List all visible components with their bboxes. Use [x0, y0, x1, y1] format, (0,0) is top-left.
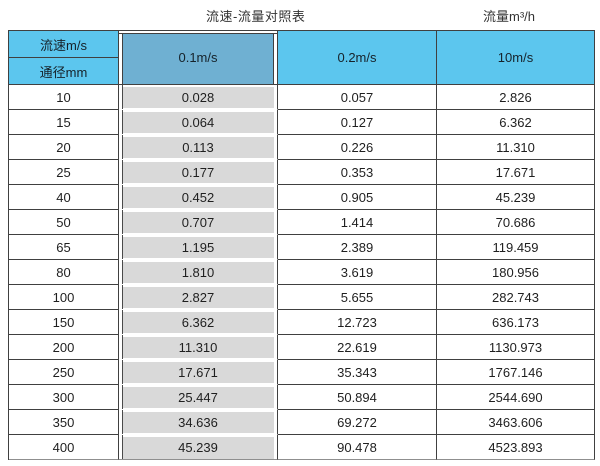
table-row: 10 0.028 0.057 2.826: [9, 85, 595, 110]
flow-value-cell-0-1ms: 1.195: [119, 235, 278, 260]
flow-value-cell-10ms: 282.743: [437, 285, 595, 310]
table-row: 200 11.310 22.619 1130.973: [9, 335, 595, 360]
table-row: 15 0.064 0.127 6.362: [9, 110, 595, 135]
flow-value-cell-0-2ms: 69.272: [278, 410, 437, 435]
flow-value-cell-0-2ms: 0.057: [278, 85, 437, 110]
table-row: 50 0.707 1.414 70.686: [9, 210, 595, 235]
table-row: 250 17.671 35.343 1767.146: [9, 360, 595, 385]
table-row: 80 1.810 3.619 180.956: [9, 260, 595, 285]
flow-rate-table: 流速m/s 0.1m/s 0.2m/s 10m/s 通径mm 10 0.028 0.…: [8, 30, 595, 460]
flow-value-cell-10ms: 11.310: [437, 135, 595, 160]
diameter-cell: 150: [9, 310, 119, 335]
flow-value-cell-10ms: 636.173: [437, 310, 595, 335]
table-row: 65 1.195 2.389 119.459: [9, 235, 595, 260]
flow-value-cell-0-2ms: 5.655: [278, 285, 437, 310]
column-header-0-1ms: 0.1m/s: [119, 31, 278, 85]
diameter-cell: 20: [9, 135, 119, 160]
flow-value-cell-0-1ms: 0.064: [119, 110, 278, 135]
flow-value-cell-0-2ms: 0.127: [278, 110, 437, 135]
flow-value-cell-10ms: 180.956: [437, 260, 595, 285]
flow-value-cell-0-2ms: 12.723: [278, 310, 437, 335]
table-row: 20 0.113 0.226 11.310: [9, 135, 595, 160]
table-row: 100 2.827 5.655 282.743: [9, 285, 595, 310]
flow-value-cell-0-1ms: 34.636: [119, 410, 278, 435]
flow-value-cell-10ms: 45.239: [437, 185, 595, 210]
flow-value-cell-0-1ms: 0.028: [119, 85, 278, 110]
flow-value-cell-10ms: 119.459: [437, 235, 595, 260]
flow-value-cell-10ms: 1767.146: [437, 360, 595, 385]
flow-value-cell-10ms: 2544.690: [437, 385, 595, 410]
flow-value-cell-0-2ms: 50.894: [278, 385, 437, 410]
flow-value-cell-0-1ms: 6.362: [119, 310, 278, 335]
diameter-cell: 15: [9, 110, 119, 135]
flow-value-cell-0-1ms: 45.239: [119, 435, 278, 460]
flow-value-cell-0-2ms: 2.389: [278, 235, 437, 260]
diameter-cell: 65: [9, 235, 119, 260]
table-row: 350 34.636 69.272 3463.606: [9, 410, 595, 435]
flow-unit-label: 流量m³/h: [483, 9, 536, 24]
diameter-cell: 100: [9, 285, 119, 310]
flow-value-cell-10ms: 4523.893: [437, 435, 595, 460]
diameter-cell: 25: [9, 160, 119, 185]
header-row-bottom: 通径mm: [9, 58, 595, 85]
diameter-cell: 40: [9, 185, 119, 210]
flow-value-cell-0-2ms: 3.619: [278, 260, 437, 285]
flow-value-cell-10ms: 70.686: [437, 210, 595, 235]
flow-value-cell-10ms: 17.671: [437, 160, 595, 185]
flow-value-cell-0-2ms: 0.905: [278, 185, 437, 210]
flow-value-cell-0-1ms: 0.177: [119, 160, 278, 185]
table-row: 400 45.239 90.478 4523.893: [9, 435, 595, 460]
header-row-top: 流速m/s 0.1m/s 0.2m/s 10m/s: [9, 31, 595, 85]
table-header: 流速m/s 0.1m/s 0.2m/s 10m/s 通径mm: [9, 31, 595, 85]
flow-value-cell-10ms: 6.362: [437, 110, 595, 135]
flow-value-cell-0-2ms: 90.478: [278, 435, 437, 460]
table-row: 300 25.447 50.894 2544.690: [9, 385, 595, 410]
diameter-cell: 10: [9, 85, 119, 110]
diameter-cell: 50: [9, 210, 119, 235]
flow-value-cell-0-1ms: 2.827: [119, 285, 278, 310]
diameter-header: 通径mm: [9, 58, 119, 85]
flow-value-cell-0-1ms: 0.113: [119, 135, 278, 160]
flow-value-cell-0-2ms: 35.343: [278, 360, 437, 385]
flow-value-cell-0-2ms: 1.414: [278, 210, 437, 235]
flow-value-cell-0-2ms: 0.226: [278, 135, 437, 160]
diameter-cell: 200: [9, 335, 119, 360]
column-header-10ms: 10m/s: [437, 31, 595, 85]
flow-value-cell-0-1ms: 25.447: [119, 385, 278, 410]
flow-value-cell-10ms: 2.826: [437, 85, 595, 110]
table-row: 25 0.177 0.353 17.671: [9, 160, 595, 185]
diameter-cell: 300: [9, 385, 119, 410]
page-title: 流速-流量对照表: [206, 9, 306, 24]
flow-value-cell-10ms: 1130.973: [437, 335, 595, 360]
flow-value-cell-10ms: 3463.606: [437, 410, 595, 435]
flow-velocity-header: 流速m/s: [9, 31, 119, 58]
table-row: 150 6.362 12.723 636.173: [9, 310, 595, 335]
title-bar: 流速-流量对照表 流量m³/h: [0, 0, 600, 30]
column-header-0-2ms: 0.2m/s: [278, 31, 437, 85]
flow-value-cell-0-1ms: 1.810: [119, 260, 278, 285]
flow-value-cell-0-2ms: 22.619: [278, 335, 437, 360]
flow-value-cell-0-2ms: 0.353: [278, 160, 437, 185]
flow-value-cell-0-1ms: 17.671: [119, 360, 278, 385]
table-row: 40 0.452 0.905 45.239: [9, 185, 595, 210]
diameter-cell: 80: [9, 260, 119, 285]
flow-value-cell-0-1ms: 0.452: [119, 185, 278, 210]
table-body: 10 0.028 0.057 2.826 15 0.064 0.127 6.362 20 0.11…: [9, 85, 595, 460]
diameter-cell: 250: [9, 360, 119, 385]
flow-value-cell-0-1ms: 0.707: [119, 210, 278, 235]
flow-value-cell-0-1ms: 11.310: [119, 335, 278, 360]
diameter-cell: 350: [9, 410, 119, 435]
diameter-cell: 400: [9, 435, 119, 460]
